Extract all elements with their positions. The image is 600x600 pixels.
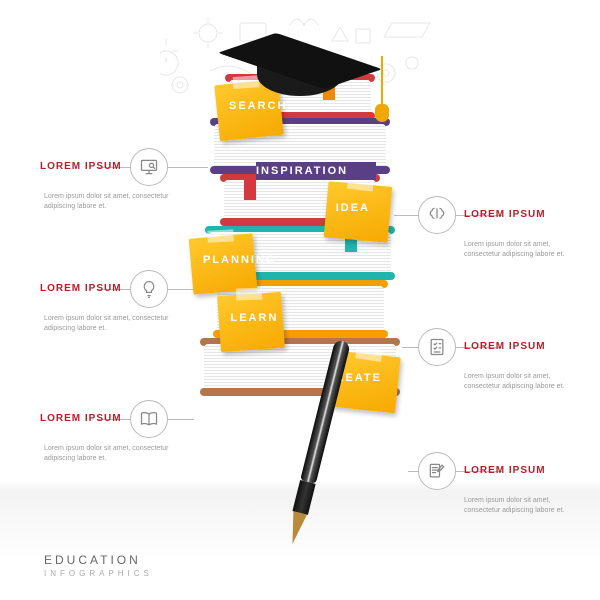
book-3: IDEA [220, 180, 380, 220]
label-idea: IDEA [336, 202, 370, 214]
graduation-cap-icon [215, 38, 385, 98]
callout-body: Lorem ipsum dolor sit amet, consectetur … [40, 444, 200, 464]
label-planning: PLANNING [203, 254, 276, 266]
callout-brain: LOREM IPSUM Lorem ipsum dolor sit amet, … [418, 196, 578, 260]
bulb-icon [130, 270, 168, 308]
callout-body: Lorem ipsum dolor sit amet, consectetur … [418, 496, 578, 516]
brain-icon [418, 196, 456, 234]
callout-body: Lorem ipsum dolor sit amet, consectetur … [418, 240, 578, 260]
callout-bulb: LOREM IPSUM Lorem ipsum dolor sit amet, … [40, 270, 200, 334]
callout-openbook: LOREM IPSUM Lorem ipsum dolor sit amet, … [40, 400, 200, 464]
checklist-icon [418, 328, 456, 366]
footer-title: EDUCATION [44, 553, 153, 567]
callout-monitor: LOREM IPSUM Lorem ipsum dolor sit amet, … [40, 148, 200, 212]
callout-title: LOREM IPSUM [464, 341, 546, 353]
label-search: SEARCH [229, 100, 287, 112]
pencil-pad-icon [418, 452, 456, 490]
book-stack: SEARCH INSPIRATION IDEA PLANNING LEARN [190, 38, 410, 390]
callout-body: Lorem ipsum dolor sit amet, consectetur … [418, 372, 578, 392]
callout-title: LOREM IPSUM [40, 161, 122, 173]
callout-title: LOREM IPSUM [40, 413, 122, 425]
footer: EDUCATION INFOGRAPHICS [44, 553, 153, 578]
open-book-icon [130, 400, 168, 438]
callout-body: Lorem ipsum dolor sit amet, consectetur … [40, 314, 200, 334]
callout-checklist: LOREM IPSUM Lorem ipsum dolor sit amet, … [418, 328, 578, 392]
callout-title: LOREM IPSUM [40, 283, 122, 295]
callout-title: LOREM IPSUM [464, 465, 546, 477]
monitor-icon [130, 148, 168, 186]
label-inspiration: INSPIRATION [256, 162, 376, 180]
label-learn: LEARN [231, 312, 279, 324]
callout-body: Lorem ipsum dolor sit amet, consectetur … [40, 192, 200, 212]
callout-pencilpad: LOREM IPSUM Lorem ipsum dolor sit amet, … [418, 452, 578, 516]
callout-title: LOREM IPSUM [464, 209, 546, 221]
footer-subtitle: INFOGRAPHICS [44, 569, 153, 578]
book-5: LEARN [213, 286, 388, 332]
